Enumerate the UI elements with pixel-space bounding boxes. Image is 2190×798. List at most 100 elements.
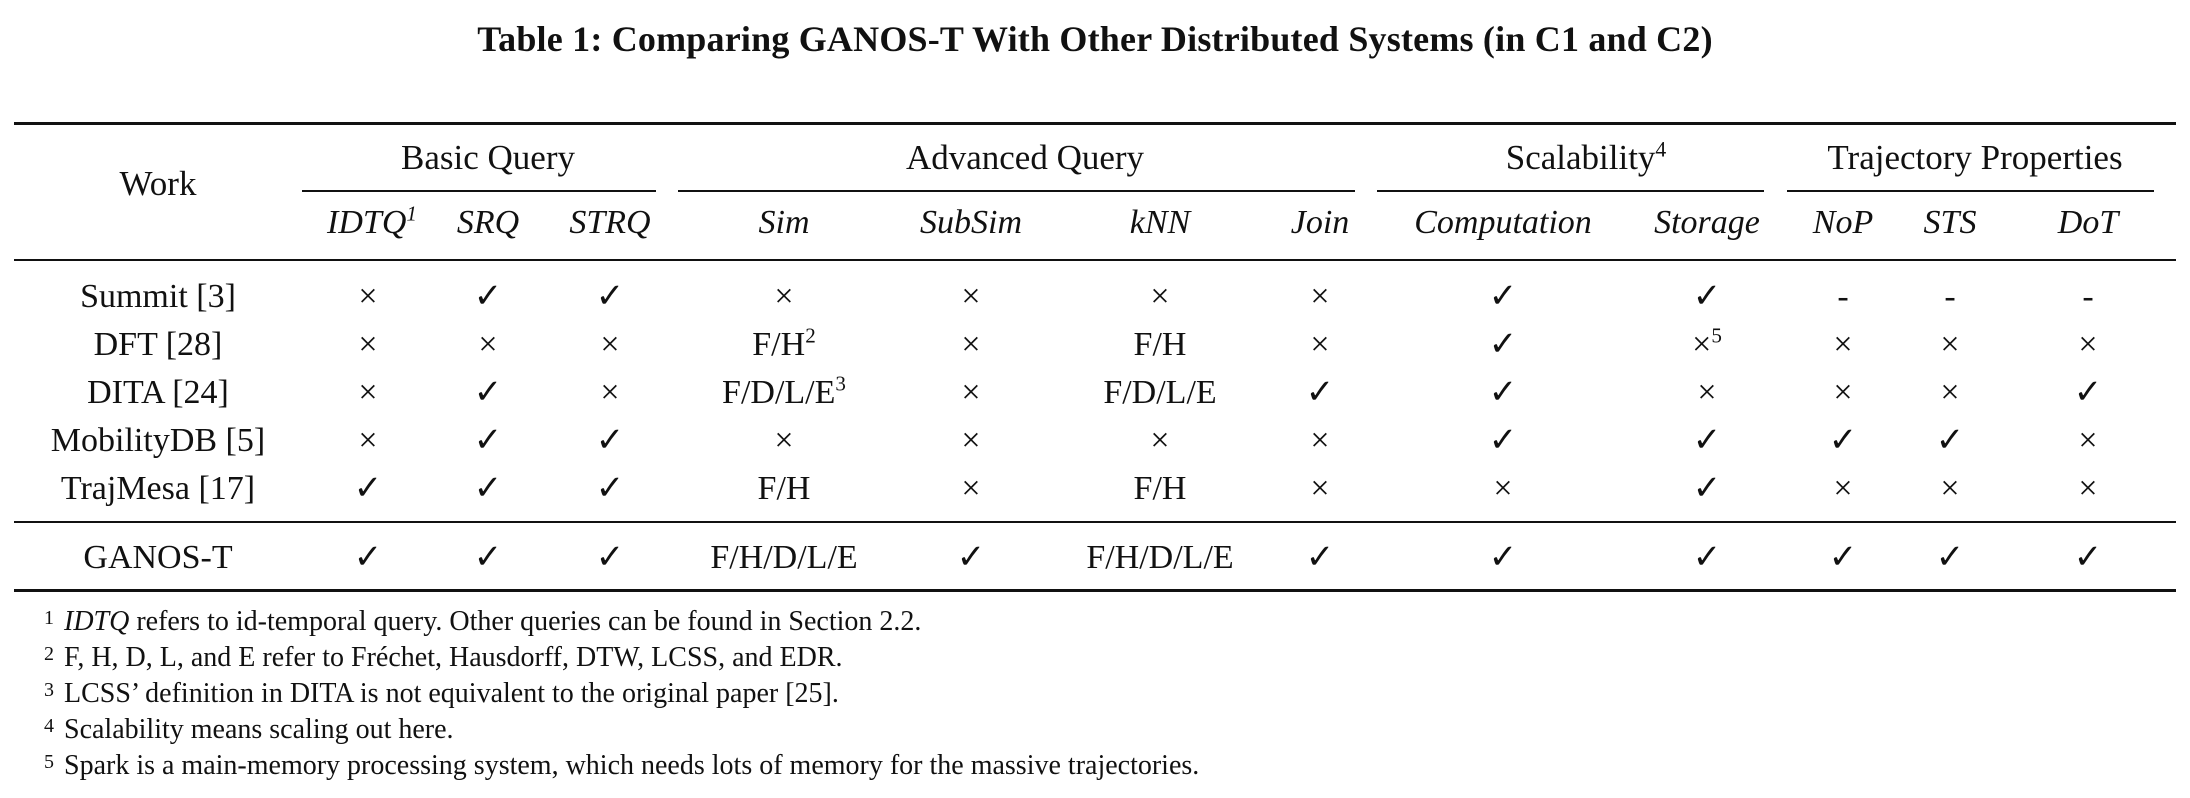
cell-strq: ✓: [595, 422, 625, 459]
col-computation: Computation: [1414, 204, 1592, 241]
row-work: DFT [28]: [93, 326, 223, 363]
cell-nop: ×: [1833, 326, 1853, 363]
cell-subsim: ×: [961, 374, 981, 411]
cell-dot: ✓: [2073, 539, 2103, 576]
cell-dot: ×: [2078, 326, 2098, 363]
row-work: GANOS-T: [83, 539, 233, 576]
group-scalability: Scalability4: [1505, 137, 1667, 177]
cell-srq: ×: [478, 326, 498, 363]
footnote: 2 F, H, D, L, and E refer to Fréchet, Hau…: [44, 644, 843, 672]
cell-computation: ✓: [1488, 326, 1518, 363]
basic-query-rule: [302, 190, 656, 192]
header-work: Work: [119, 164, 197, 203]
advanced-query-rule: [678, 190, 1355, 192]
cell-dot: ×: [2078, 422, 2098, 459]
cell-sts: ✓: [1935, 422, 1965, 459]
row-work: Summit [3]: [80, 278, 236, 315]
col-idtq: IDTQ1: [327, 203, 417, 240]
cell-subsim: ✓: [956, 539, 986, 576]
cell-srq: ✓: [473, 278, 503, 315]
cell-sim-sup: 2: [805, 323, 816, 348]
cell-storage-sup: 5: [1711, 323, 1722, 348]
col-subsim: SubSim: [920, 204, 1022, 241]
group-basic-query: Basic Query: [401, 138, 575, 177]
footnote-number: 4: [44, 715, 54, 737]
cell-srq: ✓: [473, 470, 503, 507]
cell-join: ×: [1310, 422, 1330, 459]
cell-nop: ×: [1833, 374, 1853, 411]
cell-knn: F/H: [1133, 470, 1187, 507]
trajectory-properties-rule: [1787, 190, 2154, 192]
footnote-text: LCSS’ definition in DITA is not equivale…: [64, 678, 839, 709]
cell-sim-value: F/D/L/E: [722, 374, 836, 411]
cell-storage: ×: [1697, 376, 1716, 410]
footnote: 5 Spark is a main-memory processing syste…: [44, 752, 1199, 780]
cell-storage-value: ✓: [1692, 470, 1722, 507]
cell-sim-value: ×: [774, 278, 794, 315]
top-rule: [14, 122, 2176, 125]
cell-subsim: ×: [961, 278, 981, 315]
cell-idtq: ×: [358, 422, 378, 459]
row-work: MobilityDB [5]: [50, 422, 266, 459]
footnote-lead: IDTQ: [64, 606, 130, 637]
cell-sim: F/D/L/E3: [722, 373, 846, 411]
cell-dot: ×: [2078, 470, 2098, 507]
cell-nop: -: [1837, 278, 1849, 315]
col-join: Join: [1290, 204, 1350, 241]
cell-srq: ✓: [473, 539, 503, 576]
cell-sim: ×: [774, 424, 793, 458]
cell-storage: ✓: [1693, 280, 1722, 314]
group-trajectory-properties: Trajectory Properties: [1827, 138, 2123, 177]
col-dot: DoT: [2057, 204, 2119, 241]
cell-storage-value: ✓: [1692, 422, 1722, 459]
row-work: TrajMesa [17]: [60, 470, 256, 507]
cell-computation: ×: [1493, 470, 1513, 507]
cell-sts: ×: [1940, 326, 1960, 363]
cell-idtq: ×: [358, 278, 378, 315]
col-knn: kNN: [1129, 204, 1191, 241]
footnote: 4 Scalability means scaling out here.: [44, 716, 454, 744]
cell-storage-value: ×: [1692, 326, 1712, 363]
col-idtq-sup: 1: [406, 201, 417, 226]
cell-idtq: ×: [358, 374, 378, 411]
cell-storage: ✓: [1693, 541, 1722, 575]
group-advanced-query: Advanced Query: [905, 138, 1145, 177]
footnote-number: 5: [44, 751, 54, 773]
col-storage: Storage: [1654, 204, 1760, 241]
cell-sim-value: F/H/D/L/E: [710, 539, 858, 576]
footnote-number: 1: [44, 607, 54, 629]
cell-storage-value: ✓: [1692, 278, 1722, 315]
cell-sim-value: F/H: [752, 326, 806, 363]
cell-sim: F/H/D/L/E: [710, 541, 857, 575]
cell-storage: ✓: [1693, 472, 1722, 506]
cell-knn: F/D/L/E: [1103, 374, 1217, 411]
header-rule: [14, 259, 2176, 261]
col-srq: SRQ: [456, 204, 520, 241]
cell-srq: ✓: [473, 374, 503, 411]
cell-sts: ×: [1940, 470, 1960, 507]
cell-idtq: ✓: [353, 470, 383, 507]
cell-sts: ×: [1940, 374, 1960, 411]
cell-join: ✓: [1305, 374, 1335, 411]
cell-knn: ×: [1150, 422, 1170, 459]
cell-join: ×: [1310, 326, 1330, 363]
cell-nop: ×: [1833, 470, 1853, 507]
footnote-text: F, H, D, L, and E refer to Fréchet, Haus…: [64, 642, 843, 673]
group-scalability-label: Scalability: [1505, 138, 1656, 177]
cell-dot: -: [2082, 278, 2094, 315]
cell-subsim: ×: [961, 326, 981, 363]
cell-storage-value: ✓: [1692, 539, 1722, 576]
cell-srq: ✓: [473, 422, 503, 459]
cell-computation: ✓: [1488, 278, 1518, 315]
group-scalability-sup: 4: [1655, 137, 1667, 162]
cell-dot: ✓: [2073, 374, 2103, 411]
cell-sim: F/H: [758, 472, 811, 506]
cell-sim-value: F/H: [757, 470, 811, 507]
bottom-rule: [14, 589, 2176, 592]
cell-sim: ×: [774, 280, 793, 314]
footnote-text: Scalability means scaling out here.: [64, 714, 454, 745]
footnote: 3 LCSS’ definition in DITA is not equival…: [44, 680, 839, 708]
mid-rule: [14, 521, 2176, 523]
cell-join: ×: [1310, 278, 1330, 315]
col-sim: Sim: [758, 204, 810, 241]
